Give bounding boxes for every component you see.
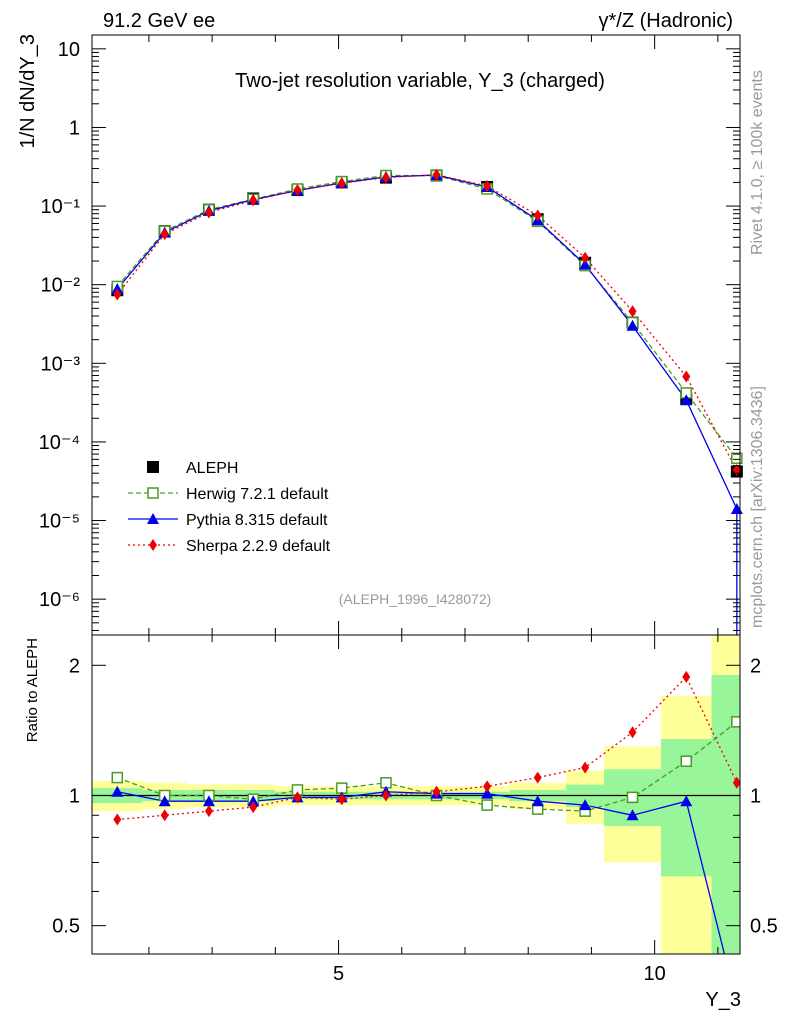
legend: ALEPH Herwig 7.2.1 default Pythia 8.315 de… bbox=[128, 460, 331, 555]
ratio-data-point bbox=[247, 795, 260, 807]
main-plot-panel: 10 1 10⁻¹ 10⁻² 10⁻³ 10⁻⁴ 10⁻⁵ 10⁻⁶ Two-jet reso… bbox=[17, 34, 743, 636]
y-tick-label: 10 bbox=[58, 39, 80, 61]
header-left: 91.2 GeV ee bbox=[103, 10, 215, 32]
ratio-data-point bbox=[293, 791, 302, 804]
ratio-y-tick-label: 1 bbox=[750, 785, 761, 807]
ratio-data-point bbox=[337, 793, 346, 806]
data-point bbox=[626, 319, 639, 331]
data-point bbox=[293, 184, 302, 197]
ratio-data-point bbox=[249, 801, 258, 814]
ratio-series-line bbox=[117, 675, 738, 821]
legend-label: Sherpa 2.2.9 default bbox=[186, 538, 331, 555]
y-tick-label: 10⁻⁵ bbox=[39, 511, 80, 533]
ratio-data-point bbox=[731, 716, 740, 728]
data-point bbox=[204, 206, 213, 219]
ratio-data-point bbox=[113, 813, 122, 826]
ratio-y-tick-label: 0.5 bbox=[52, 916, 80, 938]
data-point bbox=[628, 305, 637, 318]
ratio-data-point bbox=[202, 795, 215, 807]
data-point bbox=[579, 258, 592, 270]
ratio-series-line bbox=[117, 791, 726, 954]
data-point bbox=[682, 370, 691, 383]
legend-marker bbox=[147, 487, 159, 499]
header-right: γ*/Z (Hadronic) bbox=[599, 10, 733, 32]
ratio-data-point bbox=[481, 787, 494, 799]
ratio-plot-panel: 2 2 1 1 0.5 0.5 5 10 Ratio to ALEPH Y_3 bbox=[24, 634, 778, 1011]
series-line bbox=[116, 174, 738, 510]
rivet-label: Rivet 4.1.0, ≥ 100k events bbox=[749, 70, 766, 255]
ratio-data-point bbox=[483, 780, 492, 793]
ratio-y-tick-label: 1 bbox=[69, 785, 80, 807]
data-point bbox=[731, 452, 743, 464]
ratio-data-point bbox=[682, 670, 691, 683]
series-line bbox=[116, 174, 738, 471]
data-point bbox=[381, 171, 390, 184]
y-tick-label: 1 bbox=[69, 117, 80, 139]
data-point bbox=[581, 251, 590, 264]
ratio-series-group bbox=[111, 670, 740, 954]
y-tick-label: 10⁻⁶ bbox=[39, 589, 80, 611]
x-tick-label: 10 bbox=[644, 963, 666, 985]
data-point bbox=[249, 194, 258, 207]
ratio-data-point bbox=[158, 795, 171, 807]
ratio-y-tick-label: 2 bbox=[750, 655, 761, 677]
series-line bbox=[116, 174, 738, 459]
ratio-data-point bbox=[111, 771, 124, 784]
analysis-tag: (ALEPH_1996_I428072) bbox=[339, 591, 492, 607]
ratio-data-point bbox=[680, 755, 693, 767]
ratio-plot-frame bbox=[91, 634, 741, 955]
data-point bbox=[730, 503, 743, 515]
y-tick-label: 10⁻¹ bbox=[41, 196, 81, 218]
ratio-y-axis-label: Ratio to ALEPH bbox=[24, 638, 41, 742]
legend-marker bbox=[147, 461, 159, 473]
ratio-data-point bbox=[732, 776, 740, 789]
mcplots-label: mcplots.cern.ch [arXiv:1306.3436] bbox=[749, 386, 766, 628]
y-tick-label: 10⁻² bbox=[41, 275, 81, 297]
legend-label: ALEPH bbox=[186, 460, 238, 477]
main-y-axis-label: 1/N dN/dY_3 bbox=[17, 34, 39, 149]
legend-marker bbox=[147, 513, 159, 524]
data-point bbox=[680, 394, 693, 406]
ratio-data-point bbox=[204, 805, 213, 818]
data-point bbox=[432, 168, 441, 181]
data-point bbox=[533, 209, 542, 222]
ratio-data-point bbox=[628, 726, 637, 739]
ratio-data-point bbox=[626, 791, 639, 804]
ratio-data-point bbox=[160, 809, 169, 822]
ratio-data-point bbox=[533, 771, 542, 784]
data-point bbox=[337, 177, 346, 190]
ratio-data-point bbox=[626, 809, 639, 821]
x-tick-label: 5 bbox=[333, 963, 344, 985]
ratio-y-tick-label: 0.5 bbox=[750, 916, 778, 938]
ratio-series-line bbox=[117, 721, 738, 812]
y-tick-label: 10⁻³ bbox=[41, 353, 81, 375]
ratio-data-point bbox=[579, 799, 592, 811]
ratio-data-point bbox=[111, 785, 124, 797]
data-point bbox=[483, 180, 492, 193]
legend-marker bbox=[149, 539, 157, 551]
ratio-data-point bbox=[481, 799, 493, 811]
ratio-data-point bbox=[680, 795, 693, 807]
y-tick-label: 10⁻⁴ bbox=[39, 432, 80, 454]
legend-label: Pythia 8.315 default bbox=[186, 512, 328, 529]
ratio-data-point bbox=[581, 761, 590, 774]
main-plot-title: Two-jet resolution variable, Y_3 (charge… bbox=[235, 70, 605, 92]
x-axis-label: Y_3 bbox=[705, 989, 741, 1011]
ratio-data-point bbox=[531, 795, 544, 807]
ratio-data-point bbox=[432, 785, 441, 798]
data-point bbox=[160, 228, 169, 241]
data-point bbox=[113, 288, 122, 301]
legend-label: Herwig 7.2.1 default bbox=[186, 486, 329, 503]
ratio-data-point bbox=[381, 789, 390, 802]
ratio-y-tick-label: 2 bbox=[69, 655, 80, 677]
